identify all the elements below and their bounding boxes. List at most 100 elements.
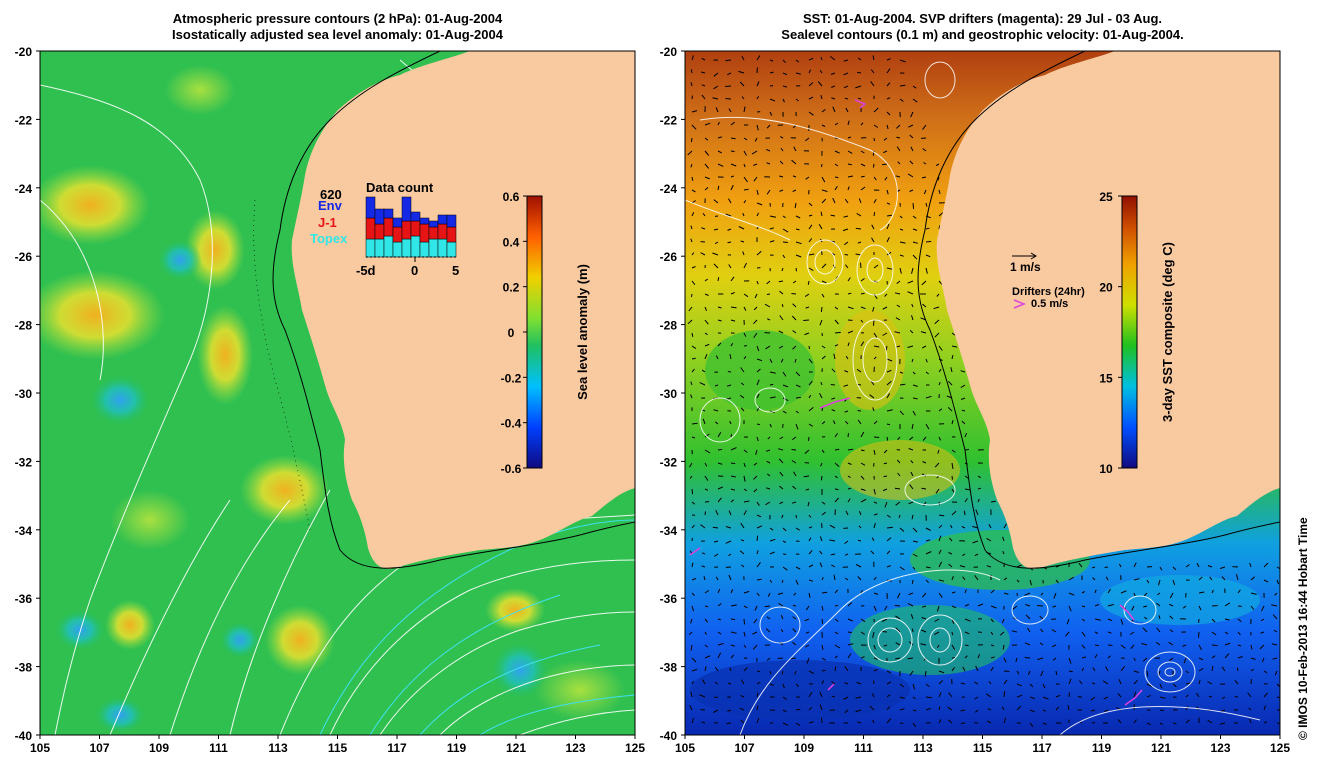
velocity-arrow (715, 509, 719, 516)
velocity-arrow (938, 436, 942, 441)
velocity-arrow (819, 704, 823, 711)
velocity-arrow (873, 107, 879, 113)
velocity-arrow (899, 215, 903, 219)
velocity-arrow (873, 436, 880, 438)
velocity-arrow (792, 604, 797, 607)
velocity-arrow (1003, 670, 1010, 672)
right-map-field (685, 51, 1280, 735)
velocity-arrow (1274, 592, 1278, 596)
velocity-arrow (803, 475, 810, 478)
right-title-line1: SST: 01-Aug-2004. SVP drifters (magenta)… (802, 11, 1163, 26)
velocity-arrow (912, 709, 917, 712)
velocity-arrow (834, 433, 839, 438)
velocity-arrow (1107, 655, 1111, 659)
sla-colorbar-label: Sea level anomaly (m) (575, 264, 590, 400)
legend-env: Env (318, 198, 343, 213)
velocity-arrow (909, 160, 914, 165)
velocity-arrow (781, 670, 784, 675)
data-count-bar-j1 (374, 223, 385, 240)
velocity-arrow (691, 368, 695, 373)
velocity-arrow (700, 524, 706, 529)
sst-colorbar-ramp (1121, 195, 1138, 469)
velocity-arrow (832, 106, 836, 113)
velocity-arrow (925, 539, 931, 542)
velocity-arrow (769, 59, 774, 62)
velocity-arrow (847, 136, 852, 139)
velocity-arrow (1143, 605, 1148, 608)
velocity-arrow (911, 628, 914, 633)
velocity-arrow (886, 97, 891, 100)
velocity-arrow (964, 655, 968, 659)
velocity-arrow (873, 449, 876, 455)
velocity-arrow (1219, 722, 1226, 725)
velocity-arrow (740, 719, 745, 724)
velocity-arrow (870, 550, 875, 555)
velocity-arrow (990, 618, 994, 623)
velocity-arrow (908, 641, 914, 646)
velocity-arrow (730, 150, 735, 153)
velocity-arrow (886, 550, 891, 555)
velocity-arrow (872, 693, 875, 698)
velocity-arrow (712, 526, 719, 529)
velocity-arrow (898, 514, 901, 519)
left-lon-tick-label: 125 (625, 741, 645, 755)
velocity-arrow (925, 423, 930, 430)
velocity-arrow (1029, 709, 1035, 713)
velocity-arrow (805, 631, 810, 634)
velocity-arrow (921, 617, 927, 620)
velocity-arrow (847, 175, 854, 178)
velocity-arrow (1091, 682, 1096, 685)
velocity-arrow (782, 85, 788, 88)
velocity-arrow (691, 110, 698, 113)
velocity-arrow (831, 681, 836, 685)
velocity-arrow (899, 566, 905, 571)
velocity-arrow (819, 536, 823, 542)
velocity-arrow (1182, 644, 1187, 647)
velocity-arrow (769, 240, 775, 243)
velocity-arrow (1015, 657, 1018, 663)
velocity-arrow (920, 643, 927, 646)
velocity-arrow (934, 332, 940, 338)
velocity-arrow (769, 71, 774, 74)
velocity-arrow (753, 176, 758, 182)
velocity-arrow (843, 85, 849, 89)
velocity-arrow (754, 605, 758, 611)
velocity-arrow (756, 55, 761, 61)
velocity-arrow (1169, 615, 1174, 620)
velocity-arrow (804, 137, 810, 142)
velocity-arrow (1133, 657, 1136, 661)
velocity-arrow (938, 368, 942, 373)
velocity-arrow (951, 510, 957, 516)
velocity-arrow (769, 396, 776, 399)
velocity-arrow (740, 694, 745, 698)
velocity-arrow (912, 397, 918, 400)
velocity-arrow (933, 306, 940, 310)
velocity-arrow (1081, 631, 1086, 637)
velocity-arrow (870, 81, 875, 87)
velocity-arrow (717, 319, 722, 322)
velocity-arrow (938, 679, 944, 685)
velocity-arrow (872, 306, 875, 312)
velocity-arrow (1237, 589, 1241, 594)
left-lon-tick-label: 105 (30, 741, 50, 755)
velocity-arrow (779, 175, 784, 178)
left-lon-tick-label: 111 (209, 741, 228, 755)
velocity-arrow (829, 539, 836, 542)
velocity-arrow (730, 654, 735, 659)
velocity-arrow (899, 383, 906, 386)
velocity-arrow (701, 57, 706, 61)
velocity-arrow (845, 510, 849, 516)
velocity-arrow (873, 163, 875, 168)
velocity-arrow (819, 550, 823, 555)
velocity-arrow (793, 592, 797, 596)
velocity-arrow (1211, 655, 1216, 659)
velocity-arrow (728, 510, 732, 516)
velocity-arrow (899, 59, 906, 63)
velocity-arrow (704, 488, 709, 491)
velocity-arrow (808, 514, 812, 518)
velocity-arrow (766, 616, 771, 620)
velocity-arrow (938, 535, 942, 542)
sst-colorbar: 25 20 15 10 3-day SST composite (deg C) (1099, 190, 1175, 476)
velocity-arrow (728, 553, 732, 557)
velocity-arrow (782, 98, 785, 103)
